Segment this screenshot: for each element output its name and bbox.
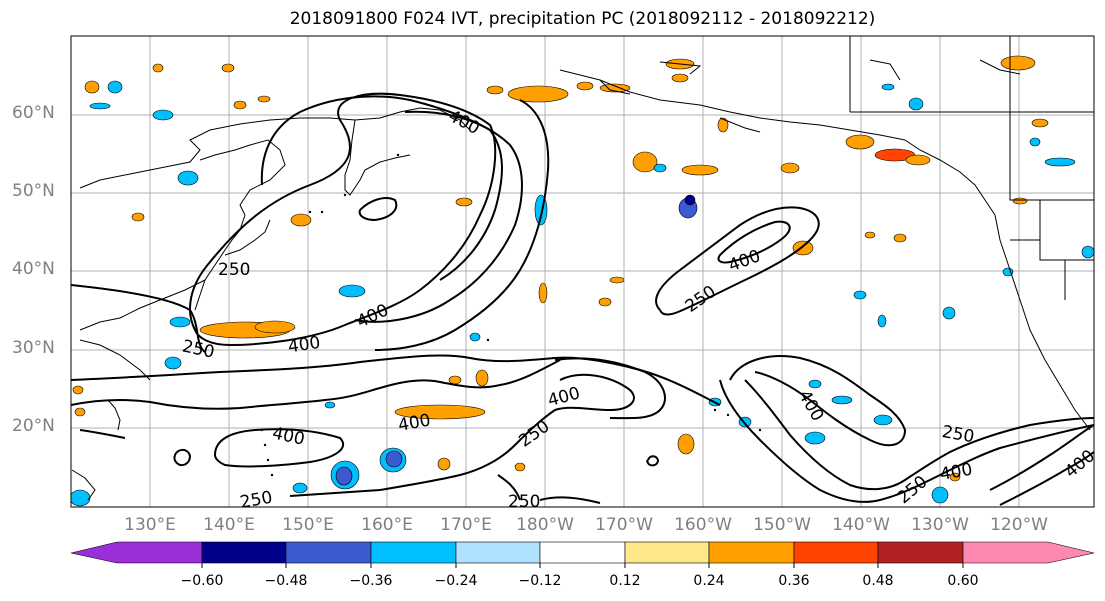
colorbar-extend-low [70, 541, 203, 564]
colorbar-tick-label: 0.24 [693, 573, 725, 589]
coastlines [71, 36, 1094, 501]
lon-label: 160°W [674, 515, 732, 535]
lon-label: 170°W [595, 515, 653, 535]
colorbar-bin [370, 541, 457, 564]
lon-label: 160°E [361, 515, 413, 535]
lat-label-60n: 60°N [12, 103, 55, 123]
colorbar-tick-label: −0.60 [180, 573, 224, 589]
colorbar-bin [877, 541, 964, 564]
colorbar-bin [455, 541, 541, 564]
contour-label: 250 [239, 488, 274, 513]
map-title: 2018091800 F024 IVT, precipitation PC (2… [289, 9, 876, 29]
colorbar-tick-label: 0.60 [947, 573, 979, 589]
contour-label: 400 [287, 333, 322, 357]
lon-label: 150°W [753, 515, 811, 535]
colorbar-tick-label: 0.12 [609, 573, 641, 589]
colorbar-tick-label: −0.48 [264, 573, 308, 589]
ivt-contours [71, 92, 1094, 506]
colorbar-ticks [201, 563, 964, 568]
colorbar-tick-label: 0.36 [778, 573, 810, 589]
colorbar-tick-label: −0.12 [518, 573, 562, 589]
graticule [71, 36, 1094, 507]
colorbar-tick-label: −0.36 [349, 573, 393, 589]
colorbar-bin [539, 541, 626, 564]
lon-label: 170°E [440, 515, 492, 535]
lon-label: 130°E [124, 515, 176, 535]
lon-label: 120°W [990, 515, 1048, 535]
colorbar-tick-label: −0.24 [434, 573, 478, 589]
colorbar-bin [624, 541, 710, 564]
lat-label-40n: 40°N [12, 259, 55, 279]
island-markers [260, 153, 762, 477]
lat-label-50n: 50°N [12, 181, 55, 201]
map-frame [70, 35, 1095, 508]
lat-label-20n: 20°N [12, 416, 55, 436]
contour-label: 250 [218, 260, 250, 280]
lat-label-30n: 30°N [12, 338, 55, 358]
lon-label: 140°W [832, 515, 890, 535]
lon-label: 130°W [911, 515, 969, 535]
lon-label: 140°E [203, 515, 255, 535]
colorbar-bin [793, 541, 879, 564]
colorbar-bin [708, 541, 795, 564]
lon-label: 180°W [516, 515, 574, 535]
colorbar [70, 541, 1095, 564]
contour-label: 250 [508, 492, 540, 512]
colorbar-bin [201, 541, 287, 564]
colorbar-extend-high [962, 541, 1095, 564]
lon-label: 150°E [282, 515, 334, 535]
colorbar-tick-label: 0.48 [862, 573, 894, 589]
colorbar-bin [285, 541, 372, 564]
